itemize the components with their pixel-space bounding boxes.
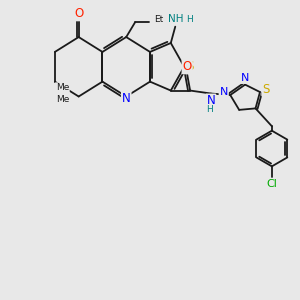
Text: N: N [220, 87, 228, 97]
Text: N: N [207, 94, 215, 107]
Text: Me: Me [56, 95, 69, 104]
Text: S: S [186, 60, 193, 73]
Text: NH: NH [167, 14, 183, 24]
Text: Cl: Cl [266, 179, 277, 189]
Text: N: N [241, 73, 249, 83]
Text: Me: Me [56, 83, 69, 92]
Text: N: N [122, 92, 130, 105]
Text: O: O [74, 8, 83, 20]
Text: Et: Et [154, 15, 164, 24]
Text: H: H [186, 15, 193, 24]
Text: O: O [182, 60, 192, 73]
Text: S: S [262, 82, 270, 96]
Text: H: H [206, 105, 213, 114]
